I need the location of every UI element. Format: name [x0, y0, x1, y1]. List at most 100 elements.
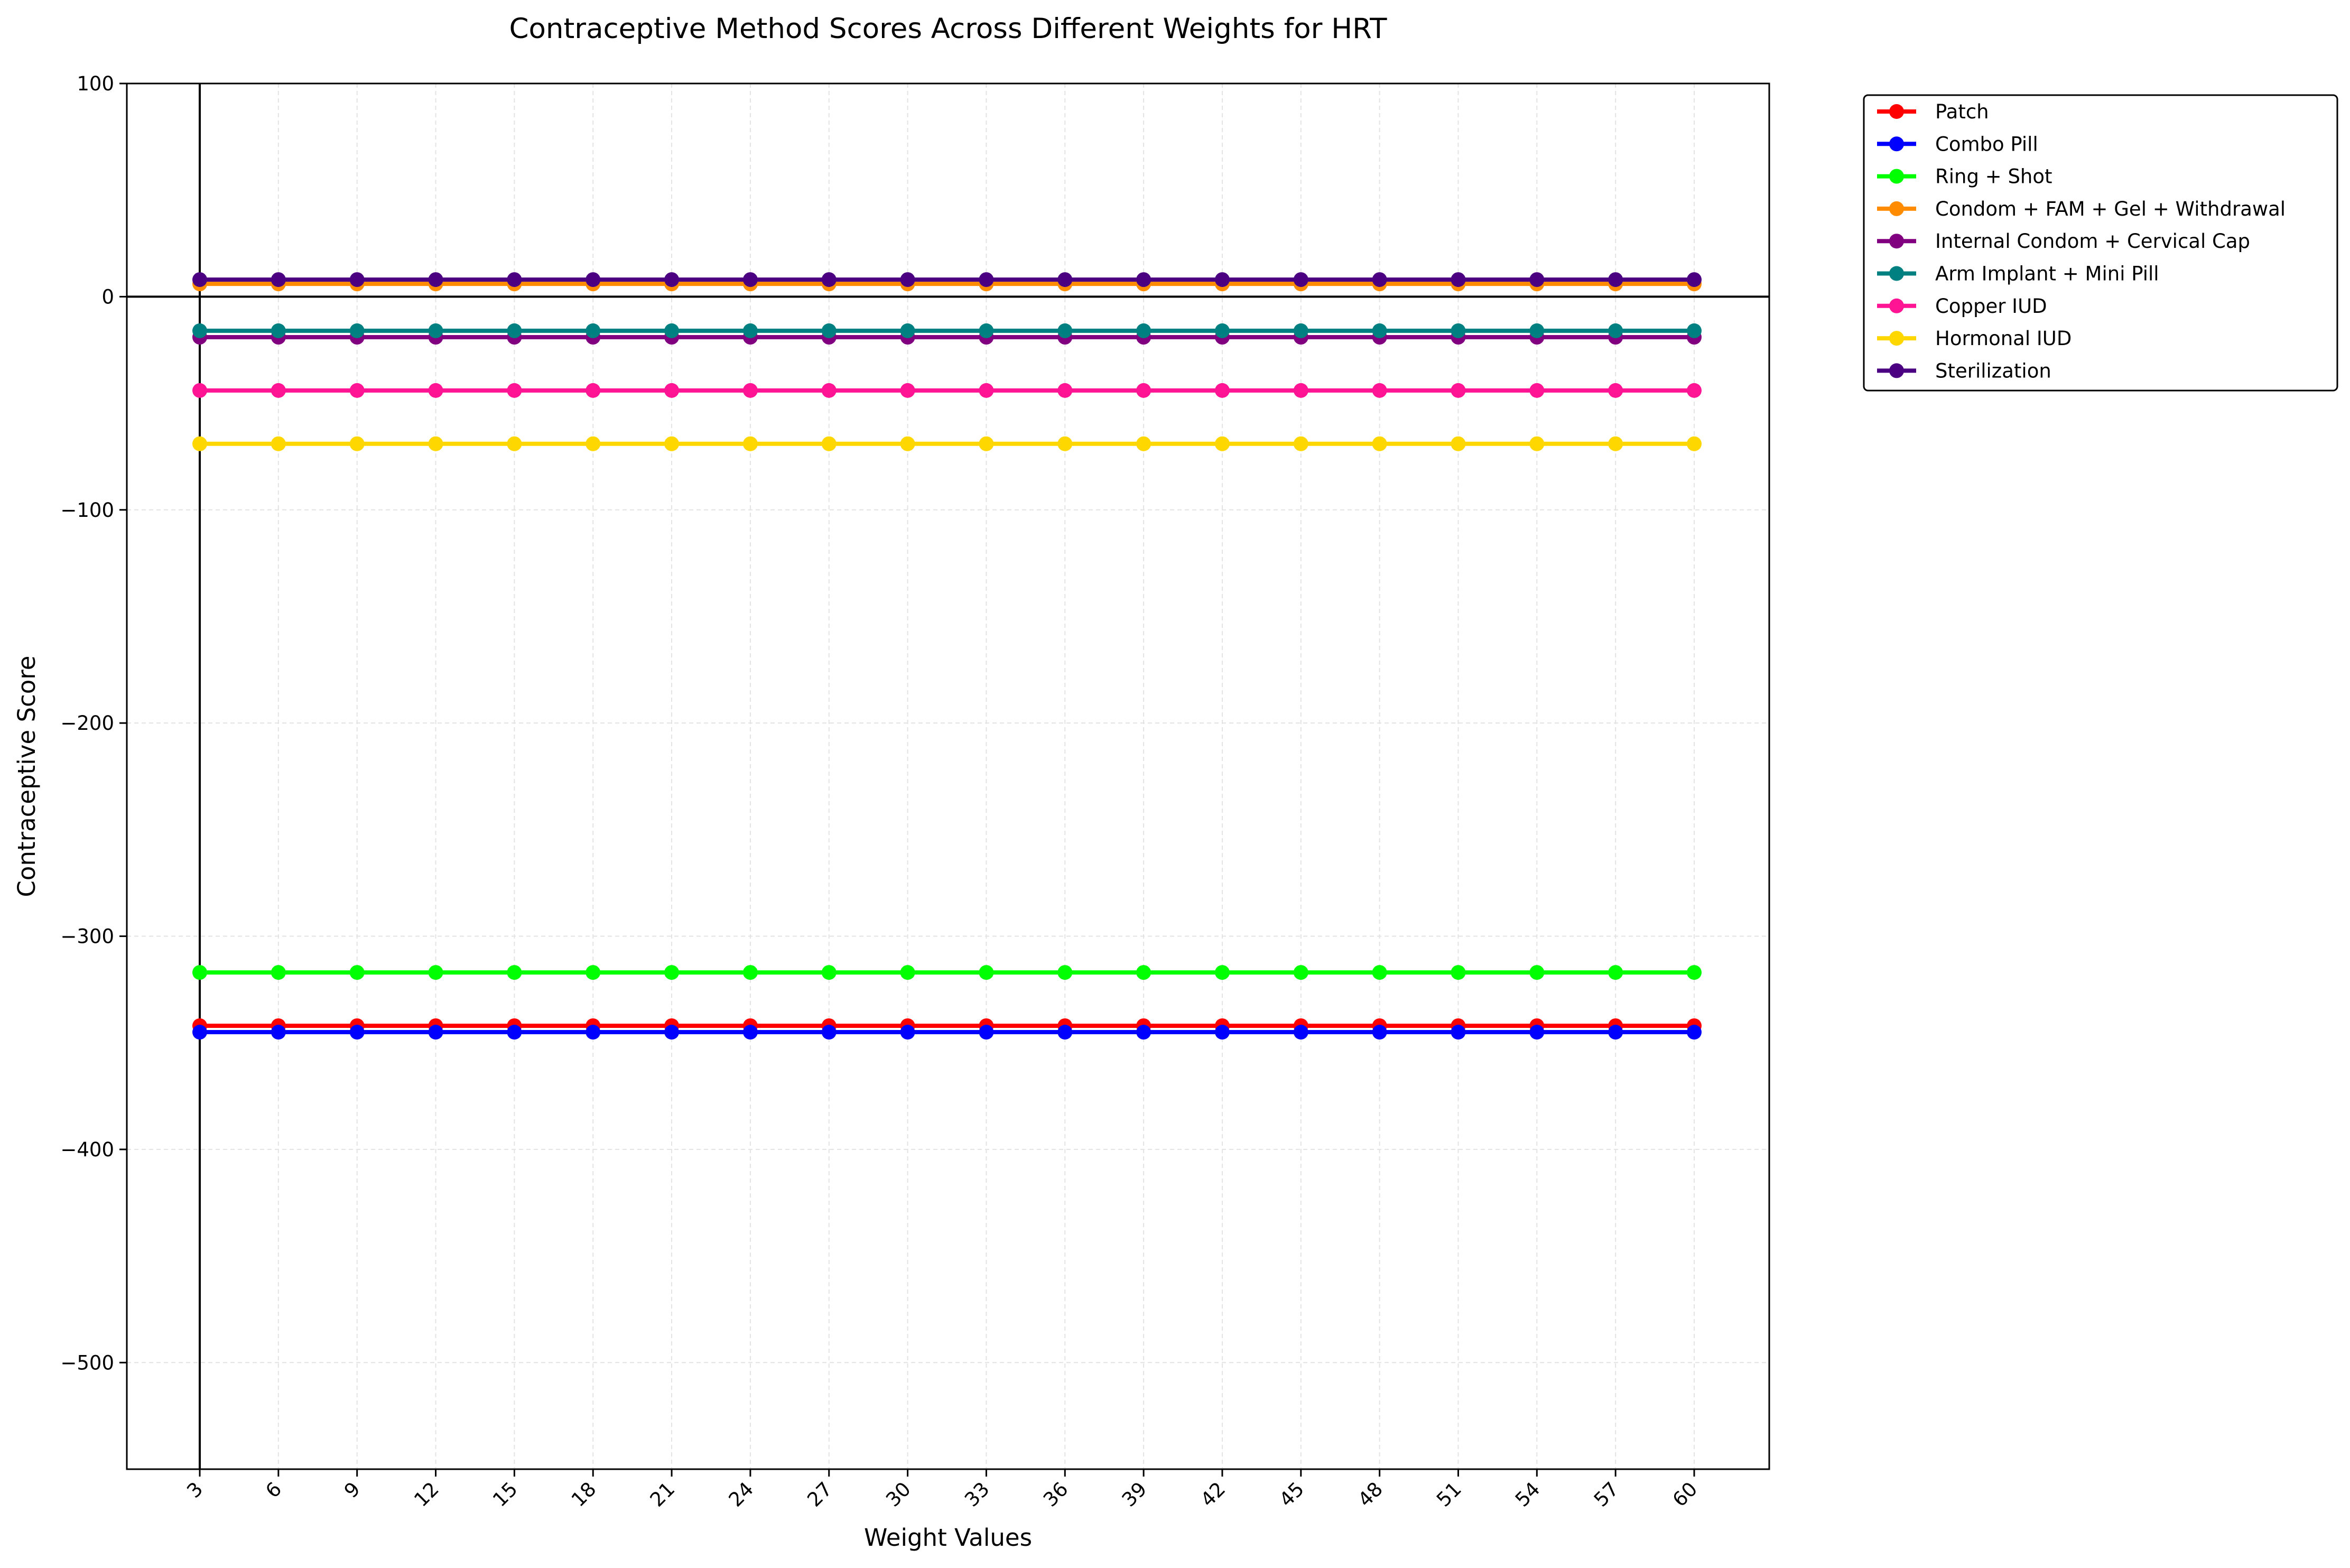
- data-point: [1214, 1025, 1230, 1040]
- y-tick-label: 0: [101, 285, 114, 308]
- legend-item: Ring + Shot: [1877, 165, 2052, 188]
- data-point: [979, 436, 994, 451]
- data-point: [1451, 965, 1466, 980]
- data-point: [1136, 436, 1151, 451]
- legend-label: Condom + FAM + Gel + Withdrawal: [1935, 198, 2286, 220]
- data-point: [1608, 965, 1623, 980]
- data-point: [349, 272, 365, 287]
- legend-label: Patch: [1935, 100, 1989, 123]
- series-layer: [192, 272, 1702, 1040]
- data-point: [1136, 383, 1151, 398]
- data-point: [1136, 1025, 1151, 1040]
- legend-item: Combo Pill: [1877, 133, 2038, 155]
- y-tick-label: −500: [60, 1351, 114, 1374]
- legend-frame: [1863, 94, 2338, 392]
- data-point: [1293, 383, 1308, 398]
- data-point: [1687, 965, 1702, 980]
- data-point: [428, 383, 443, 398]
- data-point: [1451, 383, 1466, 398]
- data-point: [192, 436, 207, 451]
- data-point: [979, 323, 994, 338]
- reference-lines: [127, 83, 1769, 1469]
- data-point: [1451, 272, 1466, 287]
- data-point: [900, 272, 915, 287]
- legend-marker-swatch: [1889, 266, 1904, 281]
- data-point: [900, 323, 915, 338]
- legend-marker-swatch: [1889, 169, 1904, 184]
- data-point: [192, 1025, 207, 1040]
- legend-label: Internal Condom + Cervical Cap: [1935, 230, 2250, 253]
- data-point: [1057, 383, 1073, 398]
- data-point: [1372, 1025, 1387, 1040]
- data-point: [507, 323, 522, 338]
- data-point: [1372, 323, 1387, 338]
- data-point: [192, 272, 207, 287]
- data-point: [1451, 323, 1466, 338]
- data-point: [1214, 383, 1230, 398]
- data-point: [1608, 272, 1623, 287]
- data-point: [664, 436, 680, 451]
- data-point: [1529, 1025, 1545, 1040]
- legend-label: Arm Implant + Mini Pill: [1935, 263, 2159, 285]
- data-point: [1293, 436, 1308, 451]
- data-point: [1293, 965, 1308, 980]
- data-point: [1372, 436, 1387, 451]
- data-point: [586, 383, 601, 398]
- data-point: [271, 323, 286, 338]
- data-point: [1687, 323, 1702, 338]
- legend-marker-swatch: [1889, 298, 1904, 313]
- data-point: [900, 965, 915, 980]
- data-point: [349, 323, 365, 338]
- legend-marker-swatch: [1889, 136, 1904, 152]
- y-tick-label: −100: [60, 499, 114, 522]
- data-point: [586, 272, 601, 287]
- data-point: [1057, 323, 1073, 338]
- legend-marker-swatch: [1889, 201, 1904, 216]
- data-point: [1529, 383, 1545, 398]
- data-point: [979, 1025, 994, 1040]
- data-point: [1608, 383, 1623, 398]
- legend-item: Arm Implant + Mini Pill: [1877, 263, 2159, 285]
- series-ring-shot: [192, 965, 1702, 980]
- data-point: [1451, 1025, 1466, 1040]
- data-point: [1293, 1025, 1308, 1040]
- data-point: [1687, 272, 1702, 287]
- legend-marker-swatch: [1889, 363, 1904, 378]
- y-axis-ticks: 100 0 −100 −200 −300 −400 −500: [60, 72, 127, 1374]
- data-point: [1687, 383, 1702, 398]
- data-point: [507, 1025, 522, 1040]
- data-point: [742, 272, 758, 287]
- data-point: [1136, 323, 1151, 338]
- x-axis-label: Weight Values: [864, 1524, 1032, 1552]
- data-point: [1214, 965, 1230, 980]
- legend-item: Internal Condom + Cervical Cap: [1877, 230, 2250, 253]
- data-point: [821, 1025, 837, 1040]
- data-point: [821, 436, 837, 451]
- data-point: [428, 965, 443, 980]
- data-point: [900, 1025, 915, 1040]
- data-point: [507, 965, 522, 980]
- data-point: [428, 272, 443, 287]
- data-point: [821, 272, 837, 287]
- legend-item: Condom + FAM + Gel + Withdrawal: [1877, 198, 2286, 220]
- data-point: [271, 1025, 286, 1040]
- data-point: [271, 383, 286, 398]
- y-tick-label: −300: [60, 925, 114, 948]
- legend-label: Copper IUD: [1935, 295, 2047, 318]
- data-point: [349, 436, 365, 451]
- legend-label: Sterilization: [1935, 359, 2051, 382]
- series-combo-pill: [192, 1025, 1702, 1040]
- data-point: [1136, 965, 1151, 980]
- data-point: [1293, 272, 1308, 287]
- y-tick-label: −400: [60, 1138, 114, 1161]
- data-point: [664, 383, 680, 398]
- legend: Patch Combo Pill Ring + Shot Condom + FAM +…: [1863, 94, 2338, 392]
- data-point: [271, 272, 286, 287]
- data-point: [586, 436, 601, 451]
- data-point: [1057, 965, 1073, 980]
- data-point: [742, 436, 758, 451]
- legend-item: Sterilization: [1877, 359, 2051, 382]
- legend-label: Hormonal IUD: [1935, 327, 2072, 350]
- series-hormonal-iud: [192, 436, 1702, 451]
